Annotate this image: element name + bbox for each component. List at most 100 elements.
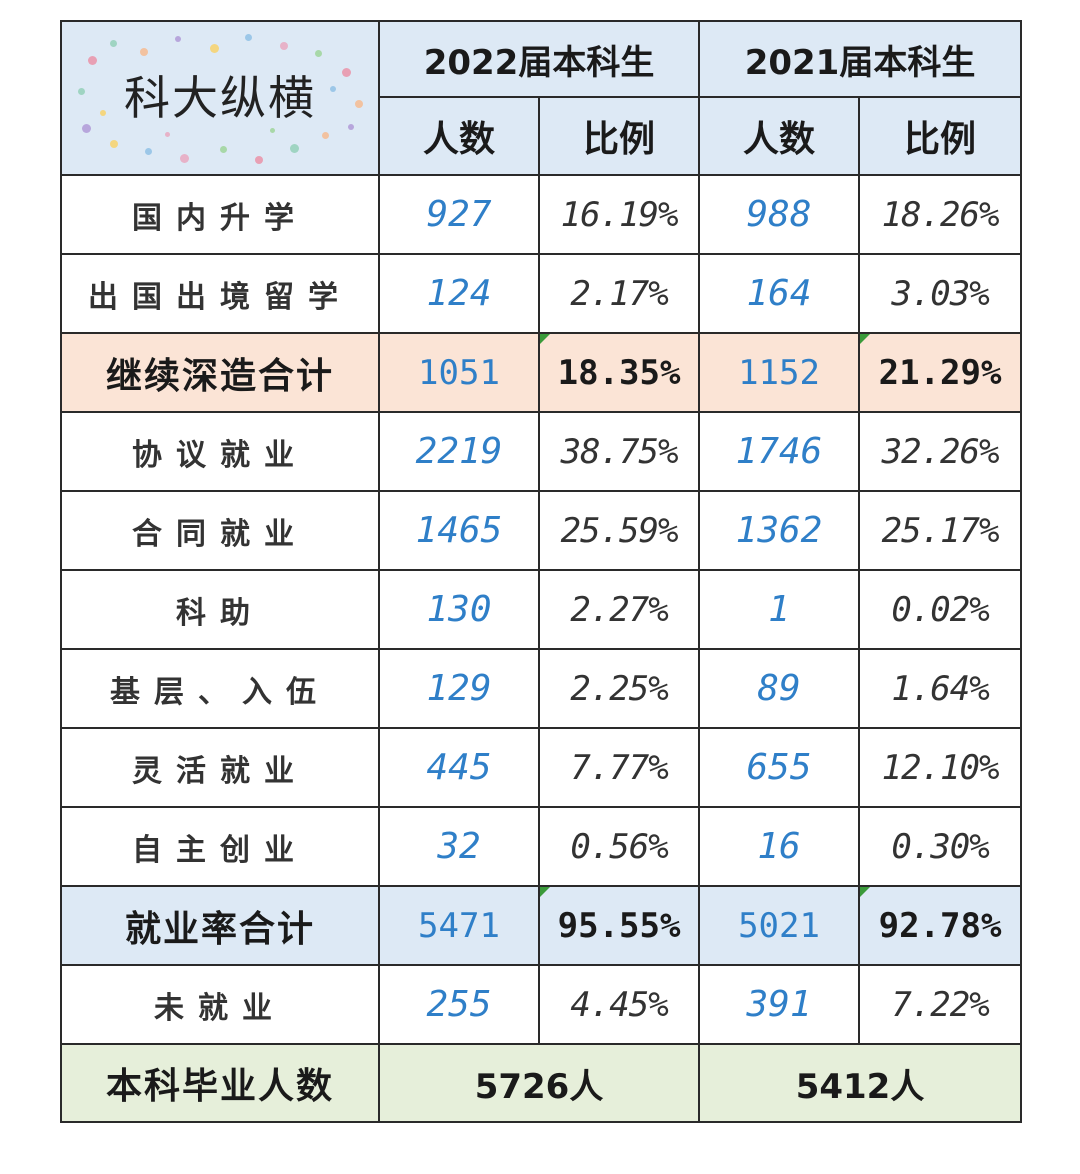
- count-2021: 89: [698, 648, 861, 729]
- table-row: 未就业 255 4.45% 391 7.22%: [60, 964, 1023, 1045]
- logo-dot: [210, 44, 219, 53]
- logo-dot: [315, 50, 322, 57]
- subheader-ratio-2021: 比例: [858, 96, 1023, 176]
- row-label: 协议就业: [60, 411, 380, 492]
- count-2021: 1152: [698, 332, 861, 413]
- row-label: 科助: [60, 569, 380, 650]
- header-2021: 2021届本科生: [698, 20, 1023, 98]
- ratio-2022: 18.35%: [537, 332, 701, 413]
- logo-dot: [355, 100, 363, 108]
- logo-dot: [78, 88, 85, 95]
- ratio-2022: 0.56%: [537, 806, 701, 887]
- row-label: 合同就业: [60, 490, 380, 571]
- logo-dot: [290, 144, 299, 153]
- ratio-2021: 25.17%: [858, 490, 1023, 571]
- count-2021: 1746: [698, 411, 861, 492]
- count-2022: 129: [378, 648, 540, 729]
- count-2022: 1465: [378, 490, 540, 571]
- count-2022: 130: [378, 569, 540, 650]
- logo-text: 科大纵横: [124, 71, 316, 125]
- header-row-sub: 人数 比例 人数 比例: [61, 96, 1023, 176]
- ratio-2022: 7.77%: [537, 727, 701, 808]
- ratio-2021: 3.03%: [858, 253, 1023, 334]
- logo-dot: [180, 154, 189, 163]
- logo-dot: [280, 42, 288, 50]
- row-label: 就业率合计: [60, 885, 380, 966]
- ratio-2021: 0.02%: [858, 569, 1023, 650]
- total-2022: 5726人: [377, 1043, 701, 1123]
- subheader-count-2022: 人数: [378, 96, 540, 176]
- row-label: 自主创业: [60, 806, 380, 887]
- ratio-2021: 18.26%: [858, 174, 1023, 255]
- logo-dot: [100, 110, 106, 116]
- ratio-2022: 2.17%: [537, 253, 701, 334]
- ratio-2022: 38.75%: [537, 411, 701, 492]
- logo-dot: [220, 146, 227, 153]
- table-row: 协议就业 2219 38.75% 1746 32.26%: [60, 411, 1023, 492]
- ratio-2021: 12.10%: [858, 727, 1023, 808]
- subheader-count-2021: 人数: [698, 96, 861, 176]
- logo-dot: [165, 132, 170, 137]
- ratio-2021: 92.78%: [858, 885, 1023, 966]
- count-2022: 1051: [378, 332, 540, 413]
- count-2021: 655: [698, 727, 861, 808]
- row-label: 继续深造合计: [60, 332, 380, 413]
- table-row: 就业率合计 5471 95.55% 5021 92.78%: [60, 885, 1023, 966]
- ratio-2022: 95.55%: [537, 885, 701, 966]
- logo-dot: [82, 124, 91, 133]
- logo-dot: [348, 124, 354, 130]
- table-row: 灵活就业 445 7.77% 655 12.10%: [60, 727, 1023, 808]
- header-2022: 2022届本科生: [377, 20, 701, 98]
- logo-dot: [140, 48, 148, 56]
- logo-dot: [330, 86, 336, 92]
- count-2022: 32: [378, 806, 540, 887]
- ratio-2021: 1.64%: [858, 648, 1023, 729]
- logo-dot: [322, 132, 329, 139]
- ratio-2022: 2.25%: [537, 648, 701, 729]
- ratio-2022: 25.59%: [537, 490, 701, 571]
- table-row: 继续深造合计 1051 18.35% 1152 21.29%: [60, 332, 1023, 413]
- ratio-2021: 32.26%: [858, 411, 1023, 492]
- row-label: 基层、入伍: [60, 648, 380, 729]
- count-2021: 1362: [698, 490, 861, 571]
- ratio-2021: 7.22%: [858, 964, 1023, 1045]
- count-2022: 927: [378, 174, 540, 255]
- employment-stats-table: 科大纵横 2022届本科生 2021届本科生 人数 比例 人数 比例 国内升学 9…: [60, 20, 1023, 1123]
- logo-dot: [255, 156, 263, 164]
- logo-dot: [342, 68, 351, 77]
- count-2021: 164: [698, 253, 861, 334]
- count-2022: 5471: [378, 885, 540, 966]
- ratio-2021: 0.30%: [858, 806, 1023, 887]
- logo-badge: 科大纵横: [70, 28, 370, 168]
- total-2021: 5412人: [698, 1043, 1023, 1123]
- row-label: 国内升学: [60, 174, 380, 255]
- table-row: 基层、入伍 129 2.25% 89 1.64%: [60, 648, 1023, 729]
- logo-dot: [110, 140, 118, 148]
- count-2021: 5021: [698, 885, 861, 966]
- row-label: 灵活就业: [60, 727, 380, 808]
- table-row: 国内升学 927 16.19% 988 18.26%: [60, 174, 1023, 255]
- count-2021: 1: [698, 569, 861, 650]
- logo-cell: 科大纵横: [60, 20, 380, 176]
- row-label: 出国出境留学: [60, 253, 380, 334]
- ratio-2022: 4.45%: [537, 964, 701, 1045]
- logo-dot: [270, 128, 275, 133]
- ratio-2022: 16.19%: [537, 174, 701, 255]
- table-row: 合同就业 1465 25.59% 1362 25.17%: [60, 490, 1023, 571]
- count-2022: 255: [378, 964, 540, 1045]
- table-row: 出国出境留学 124 2.17% 164 3.03%: [60, 253, 1023, 334]
- count-2021: 16: [698, 806, 861, 887]
- logo-dot: [110, 40, 117, 47]
- logo-dot: [145, 148, 152, 155]
- ratio-2022: 2.27%: [537, 569, 701, 650]
- ratio-2021: 21.29%: [858, 332, 1023, 413]
- count-2022: 2219: [378, 411, 540, 492]
- logo-dot: [175, 36, 181, 42]
- count-2022: 445: [378, 727, 540, 808]
- total-label: 本科毕业人数: [60, 1043, 380, 1123]
- header-row-year: 科大纵横 2022届本科生 2021届本科生: [60, 20, 1023, 176]
- cropped-title-strip: [0, 0, 1080, 10]
- table-row: 科助 130 2.27% 1 0.02%: [60, 569, 1023, 650]
- row-label: 未就业: [60, 964, 380, 1045]
- logo-dot: [88, 56, 97, 65]
